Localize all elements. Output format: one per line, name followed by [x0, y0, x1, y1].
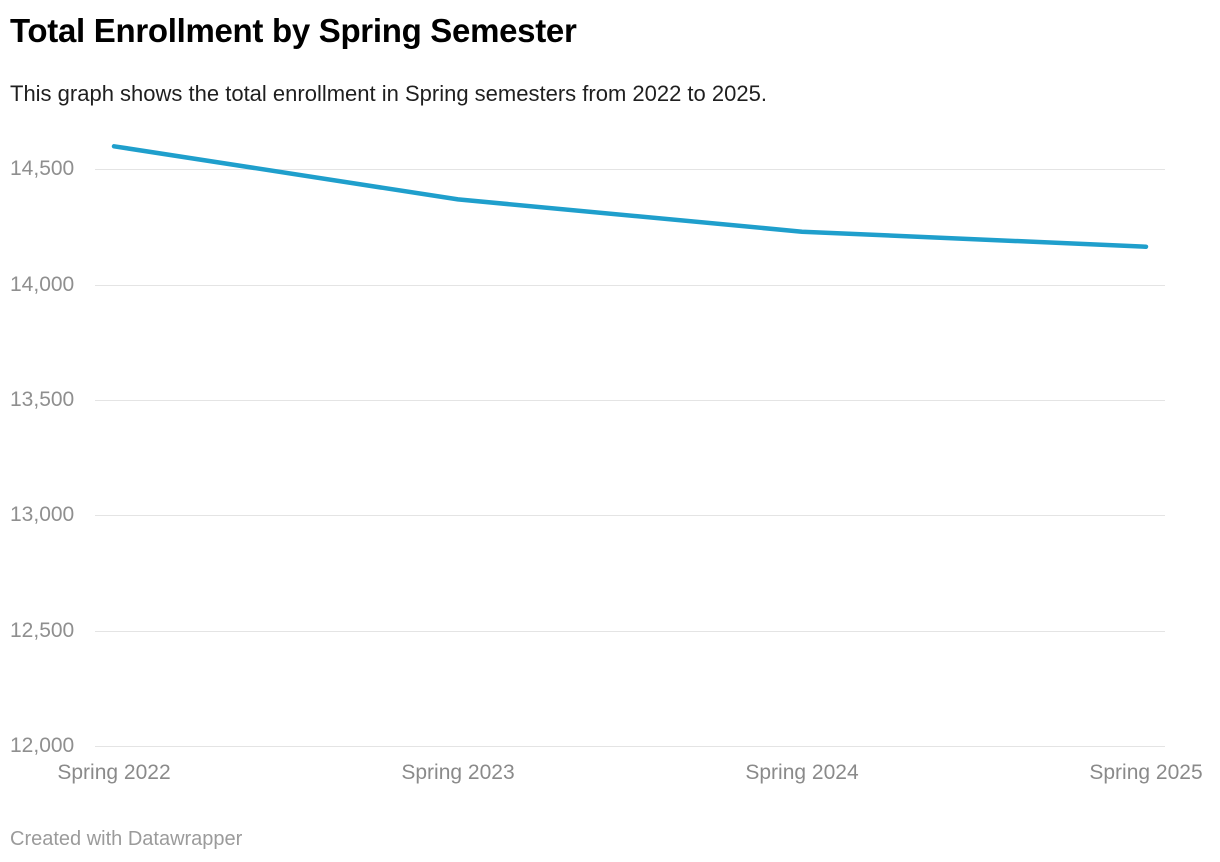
y-axis-tick-label: 12,500	[10, 618, 75, 642]
chart-title: Total Enrollment by Spring Semester	[10, 12, 577, 49]
x-axis-tick-label: Spring 2025	[1089, 761, 1203, 784]
x-axis-tick-label: Spring 2022	[57, 761, 171, 784]
gridline	[95, 515, 1165, 517]
y-axis-tick-label: 14,500	[10, 157, 75, 181]
datawrapper-attribution: Created with Datawrapper	[10, 828, 243, 850]
y-axis-tick-label: 14,000	[10, 272, 75, 296]
x-axis-tick-label: Spring 2023	[401, 761, 515, 784]
gridline	[95, 169, 1165, 171]
gridline	[95, 284, 1165, 286]
gridline	[95, 400, 1165, 402]
gridline	[95, 630, 1165, 632]
y-axis-tick-label: 13,500	[10, 388, 75, 412]
gridline	[95, 746, 1165, 747]
x-axis-tick-label: Spring 2024	[745, 761, 859, 784]
enrollment-line-series	[111, 144, 1149, 249]
y-axis-tick-label: 12,000	[10, 734, 75, 757]
chart-subtitle: This graph shows the total enrollment in…	[10, 81, 767, 106]
y-axis-tick-label: 13,000	[10, 503, 75, 527]
